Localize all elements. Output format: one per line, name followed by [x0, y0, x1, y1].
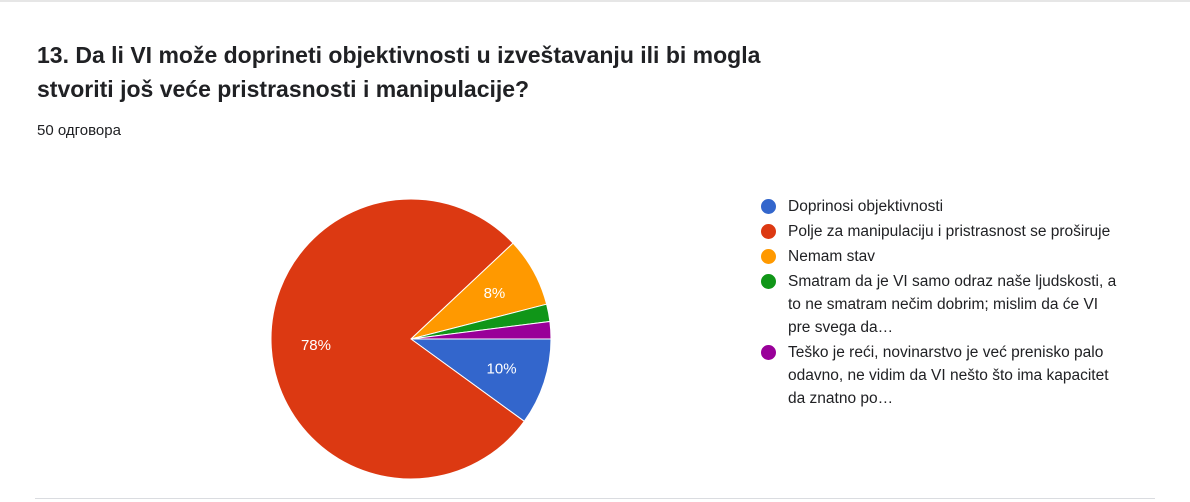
legend-dot-3 [761, 249, 776, 264]
chart-legend: Doprinosi objektivnosti Polje za manipula… [758, 195, 1118, 412]
legend-label-2: Polje za manipulaciju i pristrasnost se … [788, 223, 1111, 240]
response-count: 50 одговора [37, 122, 121, 139]
legend-dot-1 [761, 199, 776, 214]
legend-dot-4 [761, 274, 776, 289]
pie-label-3: 8% [484, 285, 506, 302]
legend-label-5: Teško je reći, novinarstvo je već prenis… [788, 344, 1109, 407]
legend-item-2[interactable]: Polje za manipulaciju i pristrasnost se … [758, 220, 1118, 243]
legend-label-4: Smatram da je VI samo odraz naše ljudsko… [788, 273, 1117, 336]
legend-dot-2 [761, 224, 776, 239]
pie-slice-2[interactable] [270, 198, 525, 480]
legend-item-3[interactable]: Nemam stav [758, 245, 1118, 268]
legend-label-1: Doprinosi objektivnosti [788, 198, 944, 215]
legend-dot-5 [761, 345, 776, 360]
question-title: 13. Da li VI može doprineti objektivnost… [37, 42, 761, 102]
card-divider [35, 498, 1155, 499]
legend-item-5[interactable]: Teško je reći, novinarstvo je već prenis… [758, 341, 1118, 410]
legend-item-1[interactable]: Doprinosi objektivnosti [758, 195, 1118, 218]
legend-label-3: Nemam stav [788, 248, 875, 265]
legend-item-4[interactable]: Smatram da je VI samo odraz naše ljudsko… [758, 270, 1118, 339]
pie-label-2: 78% [301, 337, 331, 354]
pie-slice-1[interactable] [409, 338, 552, 422]
pie-slice-5[interactable] [410, 320, 552, 340]
pie-label-1: 10% [487, 360, 517, 377]
